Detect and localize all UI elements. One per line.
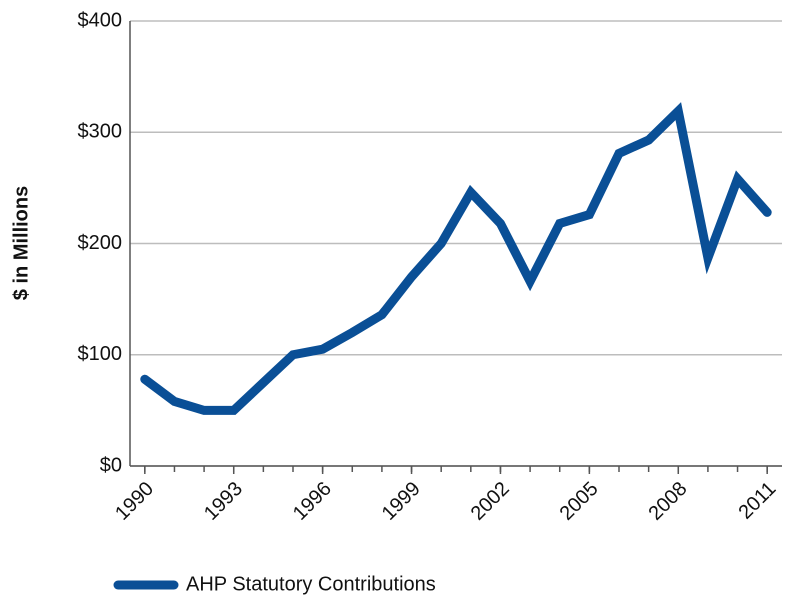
x-tick-label: 1999 (378, 478, 425, 525)
x-tick-label: 1993 (200, 478, 247, 525)
y-tick-label: $200 (78, 232, 123, 254)
y-tick-label: $400 (78, 9, 123, 31)
x-tick-label: 2011 (734, 478, 780, 524)
x-tick-label: 2008 (645, 478, 692, 525)
x-tick-label: 2002 (467, 478, 514, 525)
y-tick-label: $100 (78, 343, 123, 365)
y-tick-label: $300 (78, 121, 123, 143)
legend-label: AHP Statutory Contributions (186, 573, 436, 595)
x-tick-label: 1996 (289, 478, 336, 525)
data-line (140, 102, 772, 415)
y-axis-label: $ in Millions (10, 186, 32, 300)
x-tick-label: 1990 (111, 478, 158, 525)
x-tick-label: 2005 (556, 478, 603, 525)
y-tick-label: $0 (100, 454, 122, 476)
